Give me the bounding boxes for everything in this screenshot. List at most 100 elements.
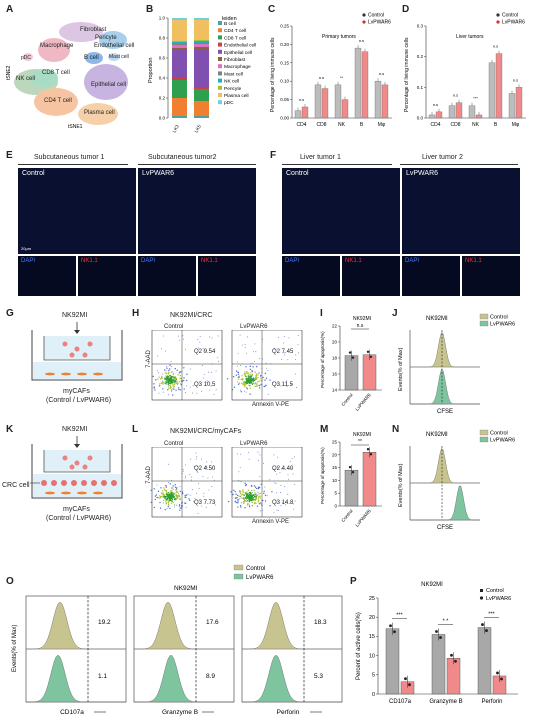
e-title-2: Subcutaneous tumor2 xyxy=(148,154,217,161)
flow-event xyxy=(259,502,262,504)
flow-event xyxy=(275,483,277,485)
flow-event xyxy=(242,378,244,381)
b-legend-swatch xyxy=(218,93,222,97)
flow-event xyxy=(245,366,247,368)
flow-event xyxy=(258,493,260,495)
xtick-label: CD8 xyxy=(316,122,326,128)
flow-event xyxy=(264,486,266,488)
b-xtick-label: LK5 xyxy=(194,124,203,134)
flow-event xyxy=(177,491,179,493)
flow-event xyxy=(239,364,241,366)
b-legend-swatch xyxy=(218,57,222,61)
flow-event xyxy=(163,488,166,490)
l-group-control: Control xyxy=(164,441,184,447)
flow-event xyxy=(189,474,191,476)
ytick-label: 0 xyxy=(334,504,337,509)
flow-event xyxy=(173,388,175,390)
b-ytick-label: 0.2 xyxy=(159,96,166,101)
histogram-peak xyxy=(410,447,480,484)
flow-event xyxy=(217,335,219,337)
ytick-label: 0.00 xyxy=(280,116,289,121)
flow-event xyxy=(180,498,182,500)
h-q3-control: Q3 10.5 xyxy=(194,382,216,388)
o-lvpwar6-value: 5.3 xyxy=(314,673,323,680)
flow-event xyxy=(255,382,257,384)
flow-event xyxy=(293,503,295,505)
flow-event xyxy=(208,489,210,491)
b-bar-segment xyxy=(194,116,209,118)
xtick-label: Mφ xyxy=(512,122,520,128)
xtick-label: CD4 xyxy=(430,122,440,128)
panel-letter-p: P xyxy=(350,576,357,587)
flow-event xyxy=(235,497,237,499)
flow-event xyxy=(244,496,247,499)
ytick-label: 0.10 xyxy=(280,79,289,84)
flow-event xyxy=(174,484,176,486)
flow-event xyxy=(168,385,170,387)
flow-event xyxy=(242,383,244,385)
flow-event xyxy=(175,494,177,496)
flow-event xyxy=(252,366,254,368)
bar xyxy=(361,51,369,119)
flow-event xyxy=(207,477,209,479)
l-q2-lvpwar6: Q2 4.40 xyxy=(272,466,294,472)
legend-dot-lvpwar6 xyxy=(362,20,366,24)
flow-event xyxy=(171,498,174,501)
flow-event xyxy=(162,373,164,375)
flow-event xyxy=(173,378,176,380)
flow-event xyxy=(258,499,260,502)
flow-event xyxy=(239,492,242,495)
flow-event xyxy=(189,494,191,496)
flow-event xyxy=(155,379,157,381)
flow-frame xyxy=(231,330,303,401)
flow-event xyxy=(294,500,296,502)
flow-event xyxy=(158,392,160,394)
flow-event xyxy=(245,484,247,487)
ytick-label: 10 xyxy=(332,478,338,483)
b-bar-segment xyxy=(194,40,209,41)
flow-event xyxy=(173,372,175,375)
b-legend-label: Endothelial cell xyxy=(224,43,256,49)
flow-event xyxy=(168,497,170,499)
sig-label: n.s xyxy=(453,93,458,98)
flow-event xyxy=(162,383,164,385)
flow-event xyxy=(258,486,261,489)
flow-event xyxy=(201,390,203,392)
flow-event xyxy=(242,344,244,346)
flow-event xyxy=(247,372,250,374)
panel-letter-n: N xyxy=(392,424,400,435)
flow-frame xyxy=(151,330,223,401)
flow-event xyxy=(165,378,167,380)
cluster-b-cell: B cell xyxy=(84,55,99,61)
flow-event xyxy=(259,492,262,495)
b-bar-segment xyxy=(172,116,187,118)
flow-event xyxy=(283,342,285,344)
flow-event xyxy=(178,381,181,383)
flow-event xyxy=(168,371,170,373)
flow-event xyxy=(289,460,291,462)
flow-event xyxy=(257,498,260,500)
legend-control: Control xyxy=(490,315,508,321)
flow-event xyxy=(164,509,167,511)
flow-event xyxy=(172,488,174,491)
flow-event xyxy=(238,382,241,384)
g-mycafs-groups: (Control / LvPWAR6) xyxy=(46,397,112,404)
flow-event xyxy=(193,465,195,467)
flow-event xyxy=(179,486,181,488)
flow-event xyxy=(279,491,281,493)
flow-event xyxy=(247,451,249,453)
flow-event xyxy=(250,374,252,376)
flow-event xyxy=(171,389,173,391)
flow-event xyxy=(249,368,252,371)
flow-event xyxy=(267,393,269,395)
flow-event xyxy=(286,385,288,387)
b-legend-label: CD8 T cell xyxy=(224,35,246,41)
xlabel: CFSE xyxy=(437,525,453,531)
g-nk92mi: NK92MI xyxy=(62,312,88,319)
flow-event xyxy=(174,498,176,501)
flow-event xyxy=(178,389,180,391)
flow-event xyxy=(247,494,250,497)
flow-event xyxy=(258,495,261,498)
primary-tumor-bar-chart: 0.00 0.05 0.10 0.15 0.20 0.25 Percentage of li… xyxy=(270,13,392,128)
flow-event xyxy=(284,486,286,488)
